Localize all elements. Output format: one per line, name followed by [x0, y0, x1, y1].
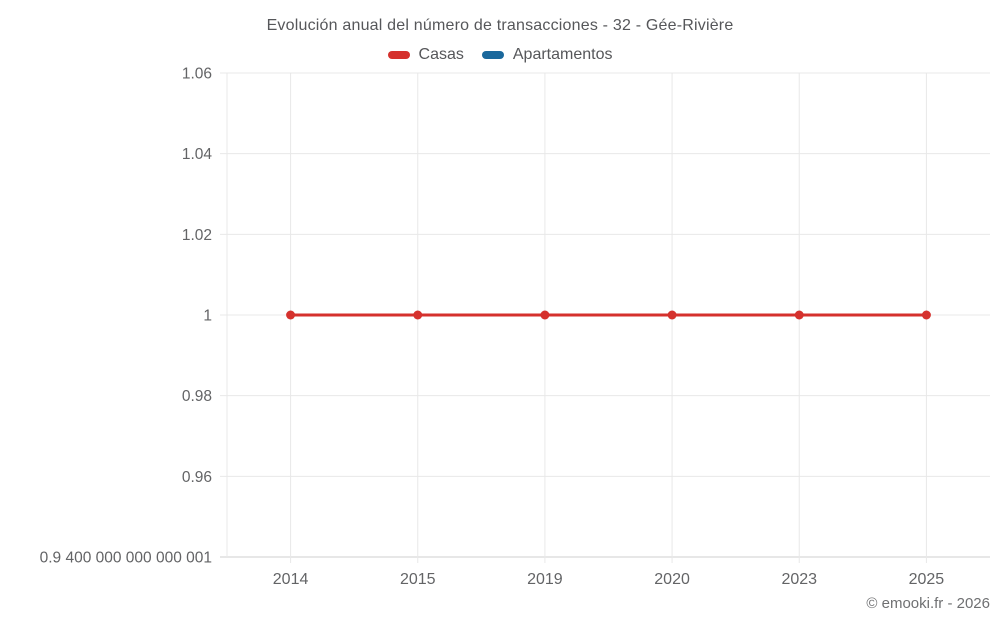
- x-tick-label: 2015: [400, 571, 436, 588]
- legend-swatch-apartamentos-icon: [481, 51, 504, 59]
- data-point: [667, 310, 677, 320]
- data-point: [794, 310, 804, 320]
- legend-label-apartamentos: Apartamentos: [512, 46, 613, 63]
- x-tick-label: 2019: [527, 571, 563, 588]
- data-point: [286, 310, 296, 320]
- x-tick-label: 2020: [654, 571, 690, 588]
- legend-item-casas[interactable]: Casas: [387, 46, 464, 64]
- copyright-text: © emooki.fr - 2026: [866, 595, 990, 612]
- x-tick-label: 2025: [909, 571, 945, 588]
- y-tick-label: 1.06: [182, 66, 212, 83]
- data-point: [413, 310, 423, 320]
- chart-legend: Casas Apartamentos: [0, 46, 1000, 64]
- legend-item-apartamentos[interactable]: Apartamentos: [481, 46, 613, 64]
- y-tick-label: 0.98: [182, 388, 212, 405]
- y-tick-label: 1.04: [182, 146, 213, 163]
- x-tick-label: 2023: [781, 571, 817, 588]
- x-tick-label: 2014: [273, 571, 309, 588]
- y-tick-label: 1: [203, 308, 212, 325]
- chart-title: Evolución anual del número de transaccio…: [266, 17, 734, 34]
- legend-label-casas: Casas: [418, 46, 464, 63]
- y-tick-label: 0.96: [182, 469, 212, 486]
- legend-swatch-casas-icon: [387, 51, 410, 59]
- y-tick-label: 0.9 400 000 000 000 001: [40, 550, 212, 567]
- y-tick-label: 1.02: [182, 227, 212, 244]
- data-point: [540, 310, 550, 320]
- data-point: [921, 310, 931, 320]
